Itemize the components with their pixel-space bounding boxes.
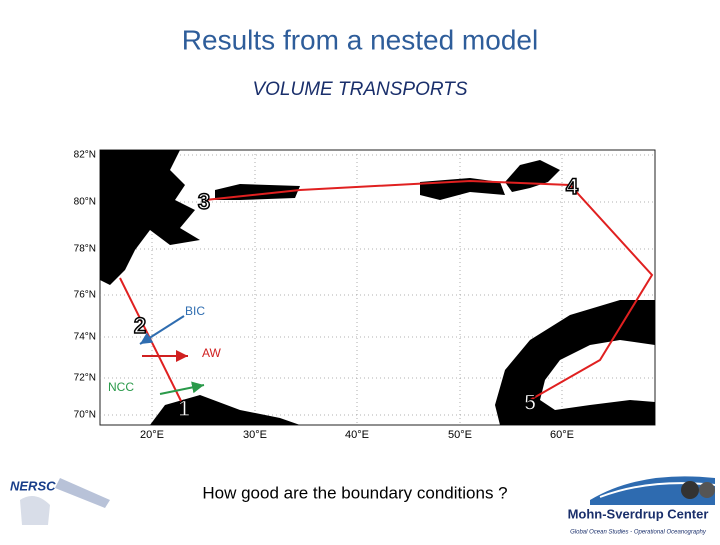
map-frame <box>99 149 656 426</box>
lon-label: 50°E <box>448 429 472 441</box>
msc-logo: Mohn-Sverdrup Center Global Ocean Studie… <box>568 476 716 536</box>
lat-labels: 82°N 80°N 78°N 76°N 74°N 72°N 70°N <box>74 150 96 421</box>
flow-label: NCC <box>108 380 134 394</box>
lat-label: 70°N <box>74 410 96 421</box>
flow-label: AW <box>202 346 222 360</box>
lat-label: 82°N <box>74 150 96 161</box>
section-number: 3 <box>198 189 210 214</box>
ncc-arrow <box>159 381 205 395</box>
section-line <box>204 179 654 401</box>
title: Results from a nested model <box>182 24 538 55</box>
lat-label: 74°N <box>74 332 96 343</box>
section-number: 4 <box>566 174 579 199</box>
map: 82°N 80°N 78°N 76°N 74°N 72°N 70°N 20°E 30°E 40°… <box>74 149 656 441</box>
bic-arrow <box>139 315 185 345</box>
lat-label: 76°N <box>74 290 96 301</box>
section-number: 5 <box>524 390 536 415</box>
caption: How good are the boundary conditions ? <box>202 483 507 502</box>
flow-label: BIC <box>185 304 205 318</box>
section-number: 1 <box>178 396 190 421</box>
section-number: 2 <box>134 313 146 338</box>
lon-label: 60°E <box>550 429 574 441</box>
logo-text: Mohn-Sverdrup Center <box>568 506 709 521</box>
nersc-logo: NERSC <box>10 478 110 525</box>
lon-label: 40°E <box>345 429 369 441</box>
lon-labels: 20°E 30°E 40°E 50°E 60°E <box>140 429 574 441</box>
lon-label: 30°E <box>243 429 267 441</box>
lon-label: 20°E <box>140 429 164 441</box>
lat-label: 80°N <box>74 197 96 208</box>
lat-label: 78°N <box>74 244 96 255</box>
lat-label: 72°N <box>74 373 96 384</box>
subtitle: VOLUME TRANSPORTS <box>252 79 467 100</box>
logo-subtext: Global Ocean Studies - Operational Ocean… <box>570 530 707 536</box>
logo-text: NERSC <box>10 478 56 493</box>
section-numbers: 1 2 3 4 5 <box>133 173 580 422</box>
